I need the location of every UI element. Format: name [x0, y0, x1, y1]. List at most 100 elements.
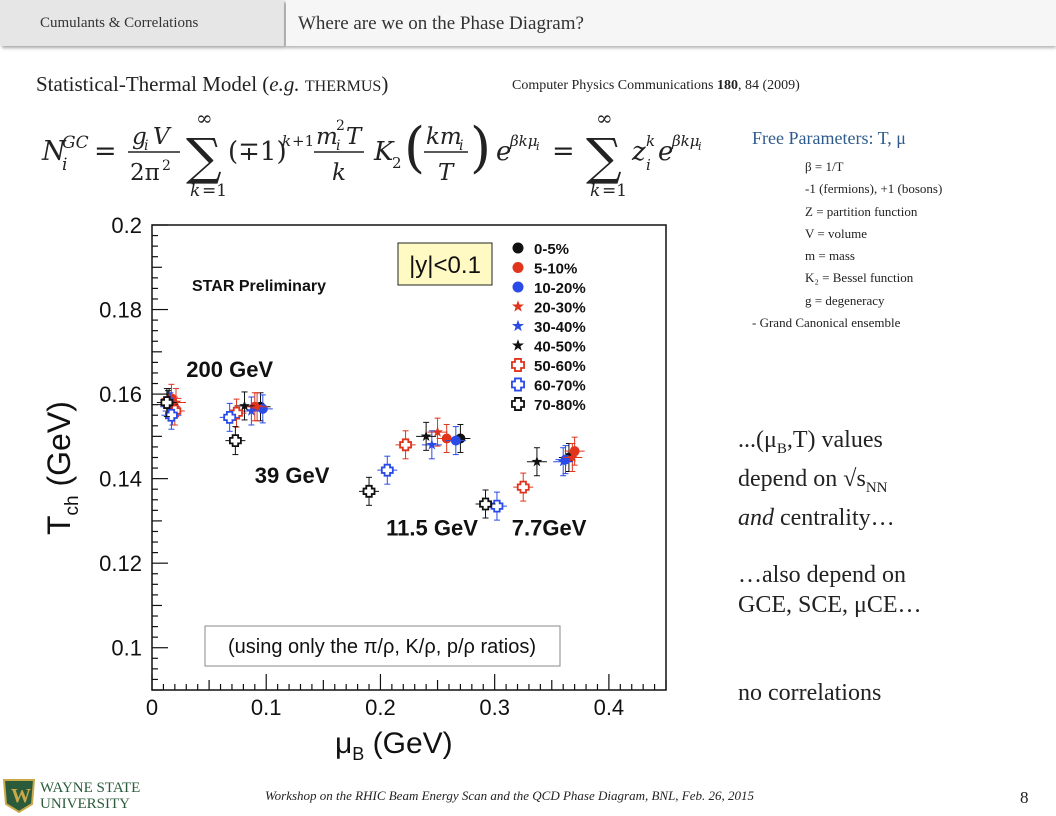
- svg-text:i: i: [336, 138, 340, 154]
- slide-title: Where are we on the Phase Diagram?: [298, 13, 584, 34]
- citation-pages: , 84 (2009): [737, 78, 800, 93]
- values-note: ...(μB,T) values depend on √sNN and cent…: [738, 425, 895, 533]
- citation-volume: 180: [716, 78, 738, 93]
- y-axis-label-unit: (GeV): [41, 401, 77, 495]
- legend-label: 70-80%: [534, 397, 586, 414]
- values-note-c: depend on √s: [738, 465, 866, 492]
- no-correlations-note: no correlations: [738, 680, 882, 706]
- svg-text:i: i: [698, 140, 702, 153]
- y-tick-label: 0.1: [111, 636, 142, 661]
- svg-text:N: N: [41, 136, 67, 167]
- wayne-state-logo: W WAYNE STATE UNIVERSITY: [2, 779, 140, 814]
- data-point: [362, 484, 376, 498]
- x-axis-label-unit: (GeV): [364, 727, 452, 760]
- svg-text:2: 2: [336, 118, 345, 134]
- legend-marker: [512, 339, 524, 351]
- svg-text:k: k: [332, 160, 346, 186]
- model-title-prefix: Statistical-Thermal Model (: [36, 72, 270, 96]
- legend-label: 20-30%: [534, 300, 586, 317]
- footer-text: Workshop on the RHIC Beam Energy Scan an…: [265, 788, 755, 803]
- logo-line2: UNIVERSITY: [40, 796, 130, 812]
- model-title: Statistical-Thermal Model (e.g. THERMUS): [36, 72, 388, 97]
- param-v: V = volume: [805, 225, 867, 241]
- ratio-note-box: [204, 625, 561, 667]
- svg-text:∑: ∑: [586, 128, 622, 186]
- svg-text:i: i: [459, 138, 463, 154]
- svg-text:2: 2: [392, 154, 402, 172]
- svg-text:∑: ∑: [186, 128, 222, 186]
- param-beta: β = 1/T: [805, 159, 844, 174]
- data-point: [479, 497, 492, 511]
- svg-text:T: T: [346, 124, 363, 150]
- legend-marker: [512, 262, 524, 273]
- legend-marker: [512, 281, 524, 293]
- data-point: [228, 434, 242, 447]
- svg-text:z: z: [631, 137, 646, 167]
- model-name: THERMUS: [304, 78, 382, 95]
- data-point: [420, 430, 432, 441]
- data-point: [441, 433, 452, 444]
- legend-marker: [512, 319, 524, 332]
- rapidity-box: [397, 242, 493, 286]
- svg-text:2: 2: [162, 158, 171, 174]
- data-point: [557, 456, 569, 467]
- citation-journal: Computer Physics Communications: [512, 78, 717, 93]
- legend-label: 60-70%: [534, 378, 586, 395]
- energy-label: 200 GeV: [186, 357, 273, 382]
- free-parameters-heading: Free Parameters: T, μ: [752, 128, 906, 148]
- data-point: [516, 480, 530, 494]
- data-point: [165, 408, 178, 422]
- section-title: Cumulants & Correlations: [40, 15, 199, 31]
- svg-text:+1: +1: [292, 132, 314, 150]
- svg-text:K: K: [373, 137, 395, 167]
- param-z: Z = partition function: [805, 203, 918, 219]
- svg-text:i: i: [646, 156, 651, 174]
- svg-text:βkμ: βkμ: [671, 132, 700, 150]
- legend-marker: [512, 300, 524, 312]
- svg-text:k: k: [646, 132, 655, 150]
- x-tick-label: 0.1: [251, 695, 282, 720]
- legend-label: 10-20%: [534, 280, 586, 297]
- svg-text:i: i: [536, 140, 540, 153]
- svg-text:e: e: [496, 137, 511, 167]
- svg-text:i: i: [62, 155, 67, 175]
- x-tick-label: 0.4: [594, 695, 625, 720]
- param-ensemble: - Grand Canonical ensemble: [752, 315, 901, 331]
- model-title-suffix: ): [381, 72, 389, 96]
- energy-label: 39 GeV: [255, 463, 330, 488]
- svg-text:): ): [470, 116, 491, 179]
- data-point: [245, 405, 257, 416]
- data-point: [426, 439, 438, 450]
- header-bar: Where are we on the Phase Diagram?: [286, 0, 1056, 46]
- svg-text:(: (: [404, 116, 425, 179]
- svg-text:=1: =1: [602, 181, 627, 201]
- svg-text:βkμ: βkμ: [509, 132, 538, 150]
- parameter-list: β = 1/T -1 (fermions), +1 (bosons) Z = p…: [752, 156, 942, 334]
- section-tab: Cumulants & Correlations: [0, 0, 284, 46]
- values-note-b: ,T) values: [786, 427, 883, 453]
- svg-text:=: =: [552, 136, 575, 167]
- data-point: [239, 400, 250, 411]
- data-point: [432, 426, 443, 437]
- legend-label: 40-50%: [534, 339, 586, 356]
- data-point: [223, 410, 237, 424]
- x-tick-label: 0: [146, 695, 158, 720]
- svg-text:(∓1): (∓1): [228, 137, 287, 167]
- legend-marker: [511, 358, 525, 372]
- svg-text:∞: ∞: [596, 108, 613, 130]
- energy-label: 7.7GeV: [512, 516, 587, 541]
- values-note-sub-nn: NN: [865, 479, 888, 496]
- x-axis-label-sub: B: [352, 744, 364, 764]
- ratio-note: (using only the π/ρ, K/ρ, p/ρ ratios): [228, 636, 536, 658]
- svg-text:∞: ∞: [196, 108, 213, 130]
- data-point: [531, 456, 543, 467]
- svg-text:g: g: [132, 124, 147, 150]
- data-point: [170, 396, 182, 408]
- partition-formula: N GC i = g i V 2π 2 ∞ ∑ k =1 (∓1) k +1 m…: [41, 108, 702, 201]
- param-g: g = degeneracy: [805, 292, 885, 308]
- legend-label: 50-60%: [534, 358, 586, 375]
- svg-text:k: k: [282, 132, 291, 150]
- svg-text:2π: 2π: [130, 160, 160, 186]
- y-axis-label: Tch (GeV): [41, 401, 83, 535]
- star-preliminary-label: STAR Preliminary: [192, 278, 326, 295]
